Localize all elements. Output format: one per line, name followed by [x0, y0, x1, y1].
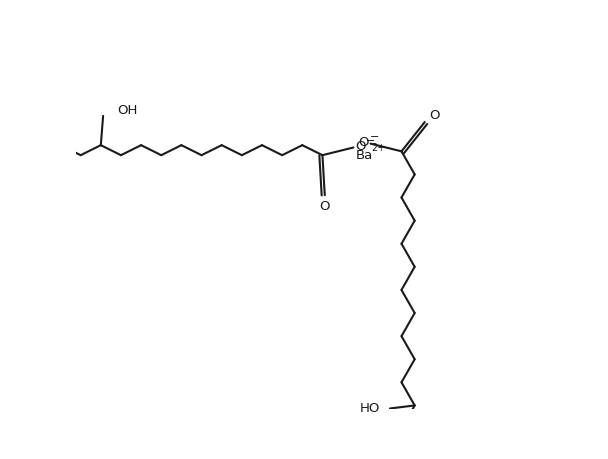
Text: −: −: [366, 135, 375, 146]
Text: O: O: [429, 109, 440, 123]
Text: O: O: [355, 140, 365, 153]
Text: HO: HO: [359, 402, 380, 415]
Text: O: O: [358, 136, 369, 149]
Text: 2+: 2+: [371, 143, 385, 153]
Text: O: O: [319, 200, 330, 213]
Text: Ba: Ba: [356, 149, 373, 162]
Text: OH: OH: [117, 104, 137, 117]
Text: −: −: [370, 132, 379, 142]
